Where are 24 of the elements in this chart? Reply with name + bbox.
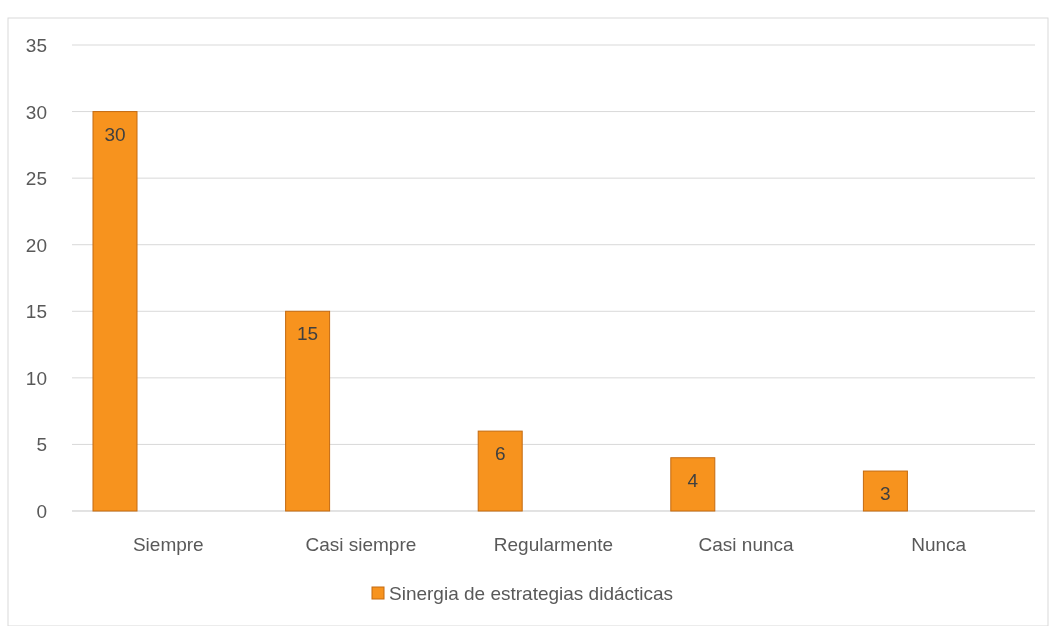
y-tick-label: 20 [25, 234, 47, 256]
y-tick-label: 15 [25, 301, 47, 323]
data-label: 30 [104, 123, 126, 145]
bar [477, 430, 523, 512]
bar [92, 111, 138, 512]
data-label: 6 [494, 443, 506, 465]
x-tick-label: Casi siempre [305, 534, 417, 555]
y-tick-label: 0 [36, 501, 47, 522]
x-tick-label: Casi nunca [698, 534, 795, 555]
bar [670, 457, 716, 512]
legend-label: Sinergia de estrategias didácticas [389, 583, 674, 604]
x-tick-label: Nunca [911, 534, 967, 555]
bar [862, 470, 908, 512]
data-label: 15 [297, 323, 319, 345]
x-tick-label: Siempre [132, 534, 204, 555]
y-tick-label: 30 [25, 101, 47, 123]
data-label: 4 [687, 469, 699, 491]
data-label: 3 [880, 483, 891, 505]
y-tick-label: 5 [36, 434, 47, 456]
x-tick-label: Regularmente [493, 534, 614, 555]
y-tick-label: 10 [25, 367, 47, 389]
y-tick-label: 35 [25, 35, 47, 56]
y-tick-label: 25 [25, 168, 47, 190]
bar [285, 310, 331, 512]
